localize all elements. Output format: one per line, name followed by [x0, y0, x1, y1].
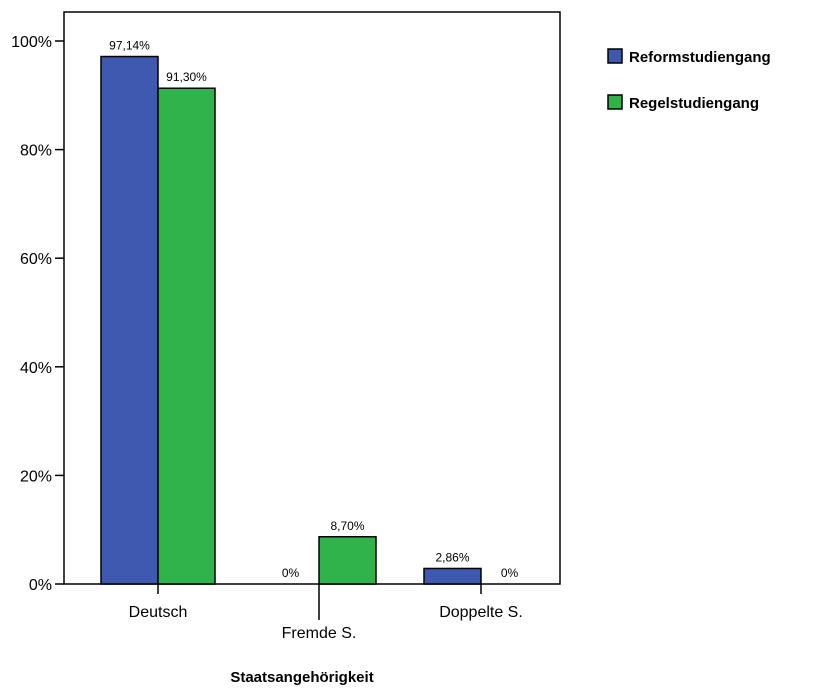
data-label: 91,30%: [166, 70, 207, 84]
y-tick-label: 0%: [29, 577, 52, 594]
legend-label: Regelstudiengang: [629, 95, 759, 112]
data-label: 0%: [501, 566, 519, 580]
legend-swatch: [607, 48, 623, 64]
y-tick-label: 40%: [20, 360, 52, 377]
plot-area: 0% 20% 40% 60% 80% 100% Deutsch Fremde S. Doppel…: [11, 11, 561, 642]
bar: [318, 536, 377, 585]
data-label: 2,86%: [435, 550, 469, 564]
bar: [100, 55, 159, 585]
y-tick-label: 80%: [20, 143, 52, 160]
x-tick-label: Fremde S.: [282, 625, 357, 642]
y-tick-label: 20%: [20, 468, 52, 485]
data-label: 0%: [282, 566, 300, 580]
legend-label: Reformstudiengang: [629, 49, 771, 66]
x-tick-label: Deutsch: [129, 604, 188, 621]
data-label: 97,14%: [109, 39, 150, 53]
bar: [157, 87, 216, 585]
bar: [423, 567, 482, 585]
legend: Reformstudiengang Regelstudiengang: [607, 48, 771, 112]
y-tick-label: 60%: [20, 251, 52, 268]
x-axis-title: Staatsangehörigkeit: [230, 669, 373, 686]
data-label: 8,70%: [330, 519, 364, 533]
plot-frame: [63, 11, 561, 585]
legend-swatch: [607, 94, 623, 110]
y-tick-label: 100%: [11, 34, 52, 51]
x-tick-label: Doppelte S.: [439, 604, 523, 621]
